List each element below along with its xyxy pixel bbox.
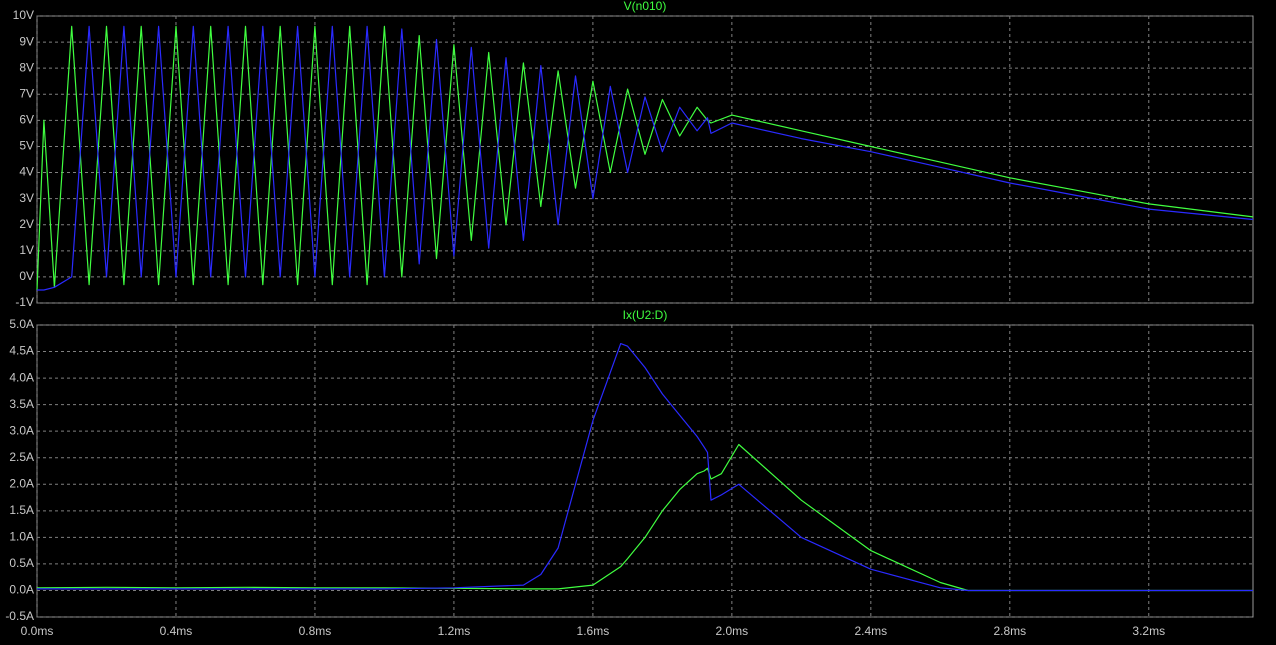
x-tick-label: 0.0ms <box>21 624 54 638</box>
y-tick-label: 1V <box>19 243 34 257</box>
x-tick-label: 1.6ms <box>577 624 610 638</box>
y-tick-label: 4V <box>19 165 34 179</box>
x-tick-label: 1.2ms <box>438 624 471 638</box>
y-tick-label: 3V <box>19 191 34 205</box>
y-tick-label: 7V <box>19 86 34 100</box>
x-tick-label: 2.8ms <box>993 624 1026 638</box>
y-tick-label: 1.5A <box>9 503 34 517</box>
y-tick-label: 3.5A <box>9 397 34 411</box>
y-tick-label: 9V <box>19 34 34 48</box>
x-tick-label: 2.0ms <box>716 624 749 638</box>
y-tick-label: 3.0A <box>9 423 34 437</box>
y-tick-label: 8V <box>19 60 34 74</box>
trace <box>36 443 1253 592</box>
y-tick-label: 0.5A <box>9 556 34 570</box>
x-tick-label: 3.2ms <box>1132 624 1165 638</box>
y-tick-label: 4.0A <box>9 370 34 384</box>
y-tick-label: 10V <box>13 8 34 22</box>
trace-title: V(n010) <box>624 0 667 13</box>
y-tick-label: -1V <box>15 295 34 309</box>
y-tick-label: 2V <box>19 217 34 231</box>
x-tick-label: 0.4ms <box>160 624 193 638</box>
y-tick-label: 4.5A <box>9 344 34 358</box>
x-tick-label: 0.8ms <box>299 624 332 638</box>
plot-frame <box>36 324 1254 618</box>
y-tick-label: 6V <box>19 113 34 127</box>
x-tick-label: 2.4ms <box>854 624 887 638</box>
y-tick-label: -0.5A <box>5 609 34 623</box>
trace <box>37 343 1253 592</box>
y-tick-label: 5V <box>19 139 34 153</box>
y-tick-label: 0V <box>19 269 34 283</box>
trace <box>37 25 1254 291</box>
trace-title: Ix(U2:D) <box>623 308 668 322</box>
y-tick-label: 2.5A <box>9 450 34 464</box>
y-tick-label: 1.0A <box>9 530 34 544</box>
y-tick-label: 2.0A <box>9 476 34 490</box>
y-tick-label: 0.0A <box>9 583 34 597</box>
y-tick-label: 5.0A <box>9 317 34 331</box>
